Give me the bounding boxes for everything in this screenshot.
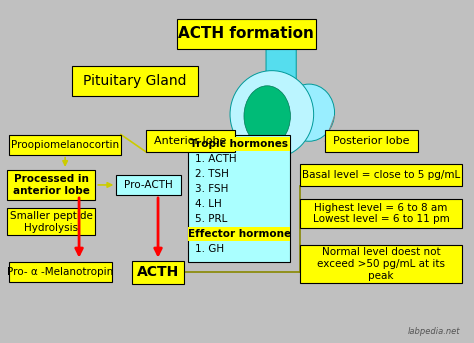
Text: Effector hormone: Effector hormone xyxy=(188,229,291,239)
FancyBboxPatch shape xyxy=(188,227,291,241)
FancyBboxPatch shape xyxy=(116,175,181,195)
FancyBboxPatch shape xyxy=(266,40,296,91)
Ellipse shape xyxy=(283,84,335,141)
Ellipse shape xyxy=(244,86,291,146)
FancyBboxPatch shape xyxy=(7,170,95,200)
Text: Proopiomelanocortin: Proopiomelanocortin xyxy=(11,140,119,150)
Text: 3. FSH: 3. FSH xyxy=(195,184,228,193)
Text: Posterior lobe: Posterior lobe xyxy=(334,136,410,146)
Text: Pituitary Gland: Pituitary Gland xyxy=(83,74,187,88)
Text: labpedia.net: labpedia.net xyxy=(408,327,460,336)
Ellipse shape xyxy=(230,71,314,158)
FancyBboxPatch shape xyxy=(325,130,418,152)
FancyBboxPatch shape xyxy=(9,262,111,282)
Text: 5. PRL: 5. PRL xyxy=(195,214,228,224)
Text: Tropic hormones: Tropic hormones xyxy=(191,139,288,149)
FancyBboxPatch shape xyxy=(146,130,235,152)
FancyBboxPatch shape xyxy=(9,134,121,155)
FancyBboxPatch shape xyxy=(188,137,291,151)
FancyBboxPatch shape xyxy=(188,134,291,262)
Text: Basal level = close to 5 pg/mL: Basal level = close to 5 pg/mL xyxy=(302,170,460,180)
Text: Highest level = 6 to 8 am
Lowest level = 6 to 11 pm: Highest level = 6 to 8 am Lowest level =… xyxy=(313,203,449,224)
FancyBboxPatch shape xyxy=(72,66,198,96)
FancyBboxPatch shape xyxy=(177,19,316,49)
Text: ACTH formation: ACTH formation xyxy=(178,26,314,41)
FancyBboxPatch shape xyxy=(300,245,462,283)
Text: 2. TSH: 2. TSH xyxy=(195,169,229,179)
FancyBboxPatch shape xyxy=(300,199,462,228)
Text: Pro- α -Melanotropin: Pro- α -Melanotropin xyxy=(8,267,114,277)
Text: 1. GH: 1. GH xyxy=(195,244,224,254)
FancyBboxPatch shape xyxy=(7,209,95,235)
FancyBboxPatch shape xyxy=(300,164,462,186)
Text: Pro-ACTH: Pro-ACTH xyxy=(124,180,173,190)
Text: Processed in
anterior lobe: Processed in anterior lobe xyxy=(13,174,90,196)
Text: Smaller peptide
Hydrolysis: Smaller peptide Hydrolysis xyxy=(10,211,92,233)
Text: 1. ACTH: 1. ACTH xyxy=(195,154,237,164)
Text: Anterior lobe: Anterior lobe xyxy=(155,136,227,146)
Text: ACTH: ACTH xyxy=(137,265,179,279)
FancyBboxPatch shape xyxy=(132,261,183,284)
Text: Normal level doest not
exceed >50 pg/mL at its
peak: Normal level doest not exceed >50 pg/mL … xyxy=(317,247,445,281)
Text: 4. LH: 4. LH xyxy=(195,199,222,209)
